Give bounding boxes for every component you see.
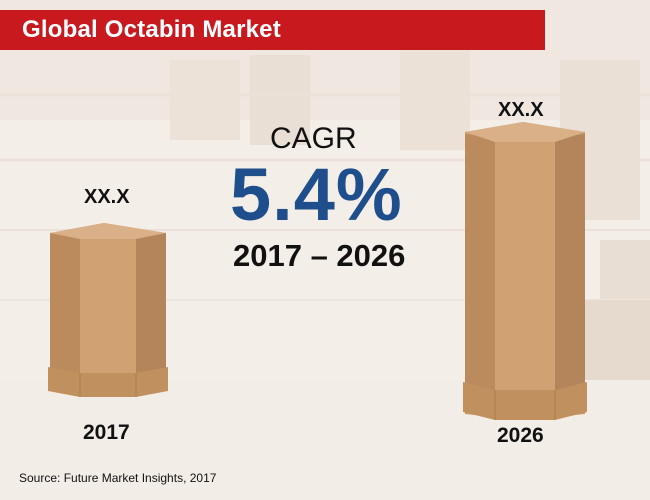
- cagr-label: CAGR: [270, 122, 357, 155]
- value-2017: XX.X: [84, 186, 130, 208]
- source-note: Source: Future Market Insights, 2017: [19, 471, 217, 485]
- octabin-2017-image: [48, 223, 168, 397]
- title-bar: Global Octabin Market: [0, 10, 545, 50]
- page-title: Global Octabin Market: [22, 16, 281, 43]
- cagr-value: 5.4%: [230, 153, 403, 236]
- cagr-period: 2017 – 2026: [233, 238, 406, 273]
- octabin-2026-image: [463, 122, 587, 420]
- year-2017-label: 2017: [83, 421, 130, 444]
- year-2026-label: 2026: [497, 424, 544, 447]
- value-2026: XX.X: [498, 99, 544, 121]
